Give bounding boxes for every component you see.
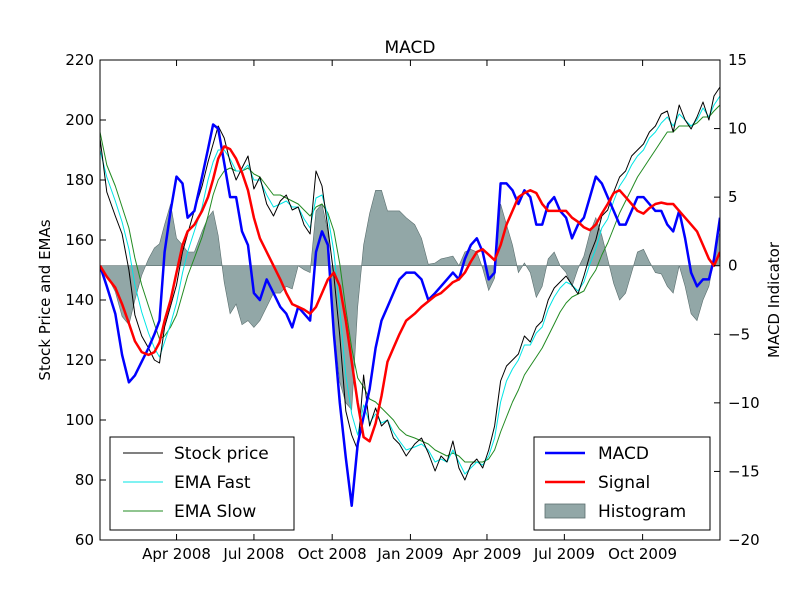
signal-line	[100, 145, 720, 443]
legend-label-histogram: Histogram	[598, 502, 686, 522]
y-right-tick-label: −5	[728, 325, 750, 343]
y-left-tick-label: 160	[65, 231, 94, 249]
y-left-tick-label: 200	[65, 111, 94, 129]
stock-price-line	[100, 86, 720, 481]
x-tick-label: Jan 2009	[376, 545, 443, 563]
y-right-tick-label: 15	[728, 51, 747, 69]
plot-area	[100, 86, 720, 507]
y-axis-label-left: Stock Price and EMAs	[36, 219, 54, 380]
ema-slow-line	[100, 104, 720, 463]
legend-label-stock-price: Stock price	[174, 444, 269, 464]
macd-line	[100, 123, 720, 507]
y-left-tick-label: 60	[75, 531, 94, 549]
y-left-tick-label: 80	[75, 471, 94, 489]
legend-label-signal: Signal	[598, 473, 650, 493]
x-tick-label: Oct 2008	[298, 545, 367, 563]
chart-title: MACD	[385, 38, 436, 58]
axes: 60 80 100 120 140 160 180 200 220 −20 −15 −10 −5 0 5 10…	[65, 51, 759, 563]
x-tick-label: Apr 2008	[142, 545, 211, 563]
y-right-tick-label: 0	[728, 257, 738, 275]
x-tick-label: Oct 2009	[608, 545, 677, 563]
y-left-tick-label: 120	[65, 351, 94, 369]
histogram-area	[100, 190, 720, 411]
legend-label-ema-fast: EMA Fast	[174, 473, 251, 493]
y-right-tick-label: −20	[728, 531, 760, 549]
legend-label-macd: MACD	[598, 444, 649, 464]
y-right-tick-label: 5	[728, 188, 738, 206]
legend-label-ema-slow: EMA Slow	[174, 502, 256, 522]
y-right-tick-label: −15	[728, 462, 760, 480]
y-left-tick-label: 140	[65, 291, 94, 309]
ema-fast-line	[100, 95, 720, 475]
y-axis-label-right: MACD Indicator	[765, 241, 783, 358]
y-right-tick-label: 10	[728, 120, 747, 138]
x-tick-label: Jul 2009	[533, 545, 595, 563]
y-left-tick-label: 180	[65, 171, 94, 189]
y-left-tick-label: 220	[65, 51, 94, 69]
y-left-tick-label: 100	[65, 411, 94, 429]
y-right-tick-label: −10	[728, 394, 760, 412]
legend-left: Stock price EMA Fast EMA Slow	[109, 436, 295, 531]
x-tick-label: Apr 2009	[453, 545, 522, 563]
legend-swatch-histogram	[544, 503, 586, 519]
x-tick-label: Jul 2008	[222, 545, 284, 563]
legend-right: MACD Signal Histogram	[533, 436, 711, 531]
